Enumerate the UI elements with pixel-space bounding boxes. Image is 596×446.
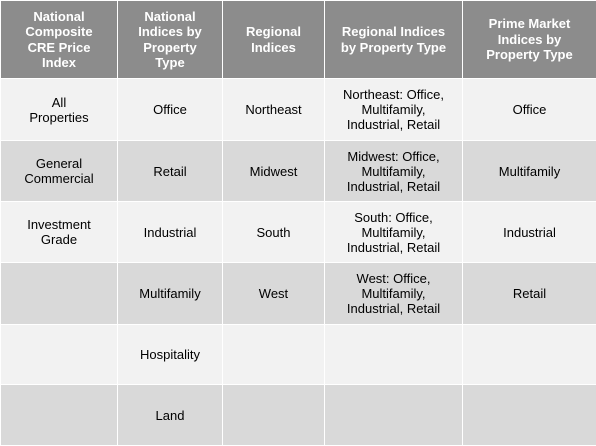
table-cell: All Properties [1, 79, 118, 141]
table-row: Investment Grade Industrial South South:… [1, 202, 596, 263]
table-cell [223, 385, 325, 446]
table-cell: South: Office, Multifamily, Industrial, … [325, 202, 463, 263]
table-cell: South [223, 202, 325, 263]
header-prime-market-by-type: Prime Market Indices by Property Type [463, 1, 596, 79]
table-cell: Midwest [223, 141, 325, 202]
table-cell: Multifamily [463, 141, 596, 202]
table-cell: Office [118, 79, 223, 141]
header-regional-by-type: Regional Indices by Property Type [325, 1, 463, 79]
table-cell: Retail [463, 263, 596, 325]
table-cell [1, 325, 118, 385]
table-cell: Multifamily [118, 263, 223, 325]
header-regional: Regional Indices [223, 1, 325, 79]
table-cell [223, 325, 325, 385]
table-row: General Commercial Retail Midwest Midwes… [1, 141, 596, 202]
table-cell: Northeast: Office, Multifamily, Industri… [325, 79, 463, 141]
table-cell: Office [463, 79, 596, 141]
table-cell: Northeast [223, 79, 325, 141]
table-cell: Hospitality [118, 325, 223, 385]
table-cell: West: Office, Multifamily, Industrial, R… [325, 263, 463, 325]
table-cell [325, 325, 463, 385]
table-row: Land [1, 385, 596, 446]
table-cell: Retail [118, 141, 223, 202]
table-cell: Industrial [463, 202, 596, 263]
table-row: Hospitality [1, 325, 596, 385]
header-national-composite: National Composite CRE Price Index [1, 1, 118, 79]
table-cell: Investment Grade [1, 202, 118, 263]
table-cell [325, 385, 463, 446]
table-cell: General Commercial [1, 141, 118, 202]
table-cell: West [223, 263, 325, 325]
table-cell [463, 325, 596, 385]
table-cell [1, 385, 118, 446]
table-row: Multifamily West West: Office, Multifami… [1, 263, 596, 325]
table-cell: Land [118, 385, 223, 446]
table-cell: Midwest: Office, Multifamily, Industrial… [325, 141, 463, 202]
table-cell [463, 385, 596, 446]
header-row: National Composite CRE Price Index Natio… [1, 1, 596, 79]
table-cell: Industrial [118, 202, 223, 263]
table-row: All Properties Office Northeast Northeas… [1, 79, 596, 141]
header-national-by-type: National Indices by Property Type [118, 1, 223, 79]
table-cell [1, 263, 118, 325]
